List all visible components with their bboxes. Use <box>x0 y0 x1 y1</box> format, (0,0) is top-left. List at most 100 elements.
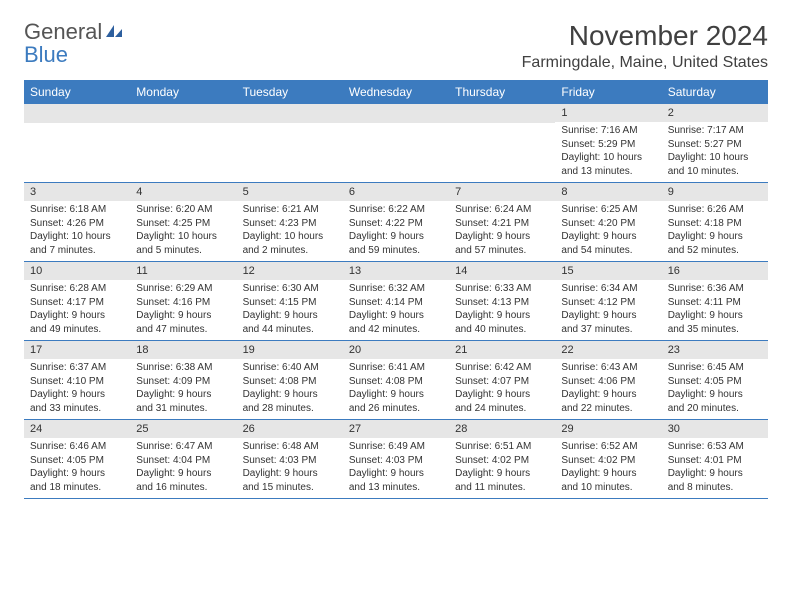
day-cell: 11Sunrise: 6:29 AMSunset: 4:16 PMDayligh… <box>130 262 236 340</box>
day-header-cell: Saturday <box>662 80 768 104</box>
sunset-text: Sunset: 4:12 PM <box>561 296 655 310</box>
daylight-text: Daylight: 9 hours and 47 minutes. <box>136 309 230 336</box>
daylight-text: Daylight: 9 hours and 52 minutes. <box>668 230 762 257</box>
day-details: Sunrise: 6:40 AMSunset: 4:08 PMDaylight:… <box>237 359 343 419</box>
sunrise-text: Sunrise: 6:26 AM <box>668 203 762 217</box>
sunset-text: Sunset: 4:01 PM <box>668 454 762 468</box>
sunset-text: Sunset: 4:07 PM <box>455 375 549 389</box>
day-number: 6 <box>343 183 449 201</box>
day-details: Sunrise: 6:30 AMSunset: 4:15 PMDaylight:… <box>237 280 343 340</box>
brand-logo: GeneralBlue <box>24 20 124 66</box>
day-number: 18 <box>130 341 236 359</box>
day-details <box>24 123 130 129</box>
day-cell: 24Sunrise: 6:46 AMSunset: 4:05 PMDayligh… <box>24 420 130 498</box>
empty-day-number <box>237 104 343 123</box>
day-number: 12 <box>237 262 343 280</box>
daylight-text: Daylight: 9 hours and 18 minutes. <box>30 467 124 494</box>
daylight-text: Daylight: 10 hours and 13 minutes. <box>561 151 655 178</box>
daylight-text: Daylight: 9 hours and 10 minutes. <box>561 467 655 494</box>
week-row: 10Sunrise: 6:28 AMSunset: 4:17 PMDayligh… <box>24 262 768 341</box>
day-cell: 3Sunrise: 6:18 AMSunset: 4:26 PMDaylight… <box>24 183 130 261</box>
day-details: Sunrise: 6:21 AMSunset: 4:23 PMDaylight:… <box>237 201 343 261</box>
day-cell: 19Sunrise: 6:40 AMSunset: 4:08 PMDayligh… <box>237 341 343 419</box>
sunrise-text: Sunrise: 6:46 AM <box>30 440 124 454</box>
day-number: 2 <box>662 104 768 122</box>
sunset-text: Sunset: 4:16 PM <box>136 296 230 310</box>
day-cell: 14Sunrise: 6:33 AMSunset: 4:13 PMDayligh… <box>449 262 555 340</box>
day-number: 22 <box>555 341 661 359</box>
logo-sail-icon <box>104 20 124 43</box>
sunset-text: Sunset: 4:02 PM <box>561 454 655 468</box>
day-cell: 2Sunrise: 7:17 AMSunset: 5:27 PMDaylight… <box>662 104 768 182</box>
day-details: Sunrise: 6:32 AMSunset: 4:14 PMDaylight:… <box>343 280 449 340</box>
sunrise-text: Sunrise: 6:36 AM <box>668 282 762 296</box>
day-details <box>343 123 449 129</box>
day-header-cell: Monday <box>130 80 236 104</box>
day-details: Sunrise: 6:47 AMSunset: 4:04 PMDaylight:… <box>130 438 236 498</box>
sunrise-text: Sunrise: 6:34 AM <box>561 282 655 296</box>
day-number: 23 <box>662 341 768 359</box>
daylight-text: Daylight: 9 hours and 13 minutes. <box>349 467 443 494</box>
day-cell: 1Sunrise: 7:16 AMSunset: 5:29 PMDaylight… <box>555 104 661 182</box>
day-cell: 28Sunrise: 6:51 AMSunset: 4:02 PMDayligh… <box>449 420 555 498</box>
daylight-text: Daylight: 9 hours and 37 minutes. <box>561 309 655 336</box>
sunrise-text: Sunrise: 6:30 AM <box>243 282 337 296</box>
sunrise-text: Sunrise: 6:41 AM <box>349 361 443 375</box>
day-cell <box>24 104 130 182</box>
sunset-text: Sunset: 5:27 PM <box>668 138 762 152</box>
day-cell: 12Sunrise: 6:30 AMSunset: 4:15 PMDayligh… <box>237 262 343 340</box>
empty-day-number <box>343 104 449 123</box>
sunset-text: Sunset: 4:08 PM <box>243 375 337 389</box>
sunrise-text: Sunrise: 6:33 AM <box>455 282 549 296</box>
sunset-text: Sunset: 4:21 PM <box>455 217 549 231</box>
sunrise-text: Sunrise: 6:43 AM <box>561 361 655 375</box>
sunset-text: Sunset: 4:25 PM <box>136 217 230 231</box>
day-number: 29 <box>555 420 661 438</box>
sunrise-text: Sunrise: 6:47 AM <box>136 440 230 454</box>
daylight-text: Daylight: 9 hours and 57 minutes. <box>455 230 549 257</box>
day-cell: 25Sunrise: 6:47 AMSunset: 4:04 PMDayligh… <box>130 420 236 498</box>
sunrise-text: Sunrise: 6:28 AM <box>30 282 124 296</box>
empty-day-number <box>24 104 130 123</box>
daylight-text: Daylight: 9 hours and 49 minutes. <box>30 309 124 336</box>
sunrise-text: Sunrise: 6:21 AM <box>243 203 337 217</box>
daylight-text: Daylight: 10 hours and 2 minutes. <box>243 230 337 257</box>
sunrise-text: Sunrise: 7:16 AM <box>561 124 655 138</box>
day-number: 13 <box>343 262 449 280</box>
day-number: 25 <box>130 420 236 438</box>
daylight-text: Daylight: 9 hours and 59 minutes. <box>349 230 443 257</box>
week-row: 17Sunrise: 6:37 AMSunset: 4:10 PMDayligh… <box>24 341 768 420</box>
sunset-text: Sunset: 4:14 PM <box>349 296 443 310</box>
sunset-text: Sunset: 4:10 PM <box>30 375 124 389</box>
empty-day-number <box>130 104 236 123</box>
day-number: 9 <box>662 183 768 201</box>
day-cell: 8Sunrise: 6:25 AMSunset: 4:20 PMDaylight… <box>555 183 661 261</box>
day-cell: 15Sunrise: 6:34 AMSunset: 4:12 PMDayligh… <box>555 262 661 340</box>
day-details: Sunrise: 6:34 AMSunset: 4:12 PMDaylight:… <box>555 280 661 340</box>
day-cell: 21Sunrise: 6:42 AMSunset: 4:07 PMDayligh… <box>449 341 555 419</box>
day-details: Sunrise: 7:17 AMSunset: 5:27 PMDaylight:… <box>662 122 768 182</box>
day-cell: 4Sunrise: 6:20 AMSunset: 4:25 PMDaylight… <box>130 183 236 261</box>
sunset-text: Sunset: 4:05 PM <box>30 454 124 468</box>
brand-general: General <box>24 19 102 44</box>
day-details: Sunrise: 6:18 AMSunset: 4:26 PMDaylight:… <box>24 201 130 261</box>
day-cell: 27Sunrise: 6:49 AMSunset: 4:03 PMDayligh… <box>343 420 449 498</box>
day-cell: 23Sunrise: 6:45 AMSunset: 4:05 PMDayligh… <box>662 341 768 419</box>
sunrise-text: Sunrise: 6:22 AM <box>349 203 443 217</box>
daylight-text: Daylight: 10 hours and 7 minutes. <box>30 230 124 257</box>
day-details: Sunrise: 6:37 AMSunset: 4:10 PMDaylight:… <box>24 359 130 419</box>
sunrise-text: Sunrise: 6:53 AM <box>668 440 762 454</box>
month-title: November 2024 <box>522 20 768 52</box>
sunrise-text: Sunrise: 6:51 AM <box>455 440 549 454</box>
sunset-text: Sunset: 4:09 PM <box>136 375 230 389</box>
day-details: Sunrise: 6:24 AMSunset: 4:21 PMDaylight:… <box>449 201 555 261</box>
daylight-text: Daylight: 9 hours and 16 minutes. <box>136 467 230 494</box>
day-details <box>449 123 555 129</box>
day-number: 27 <box>343 420 449 438</box>
sunrise-text: Sunrise: 6:37 AM <box>30 361 124 375</box>
sunrise-text: Sunrise: 6:25 AM <box>561 203 655 217</box>
week-row: 3Sunrise: 6:18 AMSunset: 4:26 PMDaylight… <box>24 183 768 262</box>
day-cell: 22Sunrise: 6:43 AMSunset: 4:06 PMDayligh… <box>555 341 661 419</box>
day-number: 8 <box>555 183 661 201</box>
sunset-text: Sunset: 4:03 PM <box>349 454 443 468</box>
